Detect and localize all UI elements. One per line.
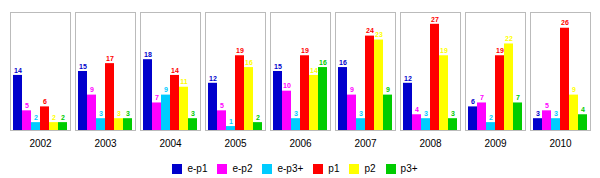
svg-text:2: 2 [34,114,38,121]
svg-text:11: 11 [180,78,188,85]
svg-text:2: 2 [489,114,493,121]
svg-text:5: 5 [25,102,29,109]
html-text:e-p3+: e-p3+ [277,163,304,174]
svg-text:16: 16 [319,59,327,66]
svg-text:2: 2 [61,114,65,121]
svg-text:2: 2 [52,114,56,121]
svg-text:2008: 2008 [419,138,442,149]
svg-text:16: 16 [339,59,347,66]
svg-text:3: 3 [117,110,121,117]
svg-text:2002: 2002 [29,138,52,149]
html-text:e-p1: e-p1 [187,163,208,174]
svg-text:12: 12 [209,75,217,82]
svg-text:15: 15 [274,63,282,70]
svg-text:14: 14 [14,67,22,74]
svg-text:3: 3 [191,110,195,117]
svg-text:6: 6 [471,98,475,105]
svg-text:19: 19 [440,47,448,54]
svg-text:22: 22 [505,35,513,42]
svg-text:2003: 2003 [94,138,117,149]
svg-text:26: 26 [561,19,569,26]
svg-text:2005: 2005 [224,138,247,149]
svg-text:3: 3 [359,110,363,117]
svg-text:23: 23 [375,31,383,38]
svg-text:5: 5 [220,102,224,109]
svg-text:3: 3 [536,110,540,117]
html-text:e-p2: e-p2 [232,163,253,174]
svg-text:3: 3 [424,110,428,117]
svg-text:12: 12 [404,75,412,82]
svg-text:2004: 2004 [159,138,182,149]
html-text:p1: p1 [328,163,340,174]
svg-text:3: 3 [451,110,455,117]
svg-text:9: 9 [90,86,94,93]
svg-text:1: 1 [229,118,233,125]
svg-text:5: 5 [545,102,549,109]
svg-text:2009: 2009 [484,138,507,149]
svg-text:19: 19 [301,47,309,54]
svg-text:27: 27 [431,16,439,23]
svg-text:24: 24 [366,27,374,34]
svg-text:9: 9 [386,86,390,93]
svg-text:14: 14 [171,67,179,74]
svg-text:7: 7 [155,94,159,101]
svg-text:17: 17 [106,55,114,62]
svg-text:3: 3 [294,110,298,117]
svg-text:16: 16 [245,59,253,66]
html-text:p3+: p3+ [400,163,418,174]
svg-text:3: 3 [554,110,558,117]
svg-text:2010: 2010 [549,138,572,149]
svg-text:4: 4 [581,106,585,113]
svg-text:14: 14 [310,67,318,74]
svg-text:7: 7 [480,94,484,101]
svg-text:18: 18 [144,51,152,58]
svg-text:10: 10 [283,82,291,89]
svg-text:2007: 2007 [354,138,377,149]
svg-text:15: 15 [79,63,87,70]
svg-text:19: 19 [496,47,504,54]
svg-text:3: 3 [126,110,130,117]
html-text:p2: p2 [364,163,376,174]
svg-text:4: 4 [415,106,419,113]
svg-text:7: 7 [516,94,520,101]
svg-text:19: 19 [236,47,244,54]
svg-text:9: 9 [350,86,354,93]
svg-text:6: 6 [43,98,47,105]
svg-text:9: 9 [572,86,576,93]
svg-text:2006: 2006 [289,138,312,149]
svg-text:3: 3 [99,110,103,117]
svg-text:9: 9 [164,86,168,93]
svg-text:2: 2 [256,114,260,121]
